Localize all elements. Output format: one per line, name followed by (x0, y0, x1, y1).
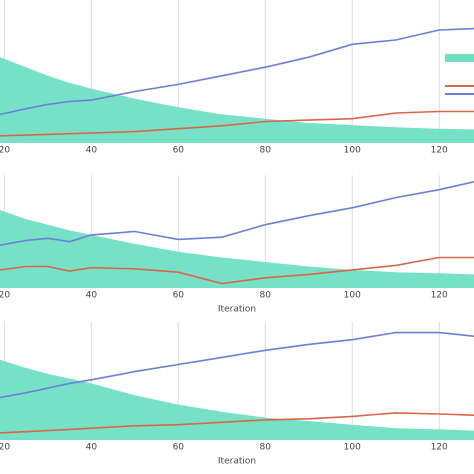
x-tick-label: 40 (86, 443, 98, 453)
line (0, 110, 474, 137)
area (0, 57, 474, 144)
line (0, 256, 474, 285)
line (0, 27, 474, 116)
line (0, 331, 474, 399)
x-tick-label: 20 (0, 443, 10, 453)
x-tick-label: 120 (431, 443, 448, 453)
x-axis-label: Iteration (218, 305, 256, 315)
area (0, 210, 474, 288)
area (0, 359, 474, 440)
line (0, 181, 474, 246)
x-axis-label: Iteration (218, 457, 256, 467)
x-tick-label: 80 (260, 291, 272, 301)
line (0, 412, 474, 434)
x-tick-label: 80 (260, 146, 272, 156)
x-tick-label: 80 (260, 443, 272, 453)
x-tick-label: 60 (173, 443, 185, 453)
x-tick-label: 120 (431, 146, 448, 156)
x-tick-label: 40 (86, 291, 98, 301)
legend-swatch (445, 54, 474, 62)
x-tick-label: 120 (431, 291, 448, 301)
x-tick-label: 40 (86, 146, 98, 156)
x-tick-label: 20 (0, 146, 10, 156)
x-tick-label: 100 (344, 146, 361, 156)
x-tick-label: 100 (344, 291, 361, 301)
x-tick-label: 60 (173, 146, 185, 156)
x-tick-label: 20 (0, 291, 10, 301)
x-tick-label: 60 (173, 291, 185, 301)
x-tick-label: 100 (344, 443, 361, 453)
